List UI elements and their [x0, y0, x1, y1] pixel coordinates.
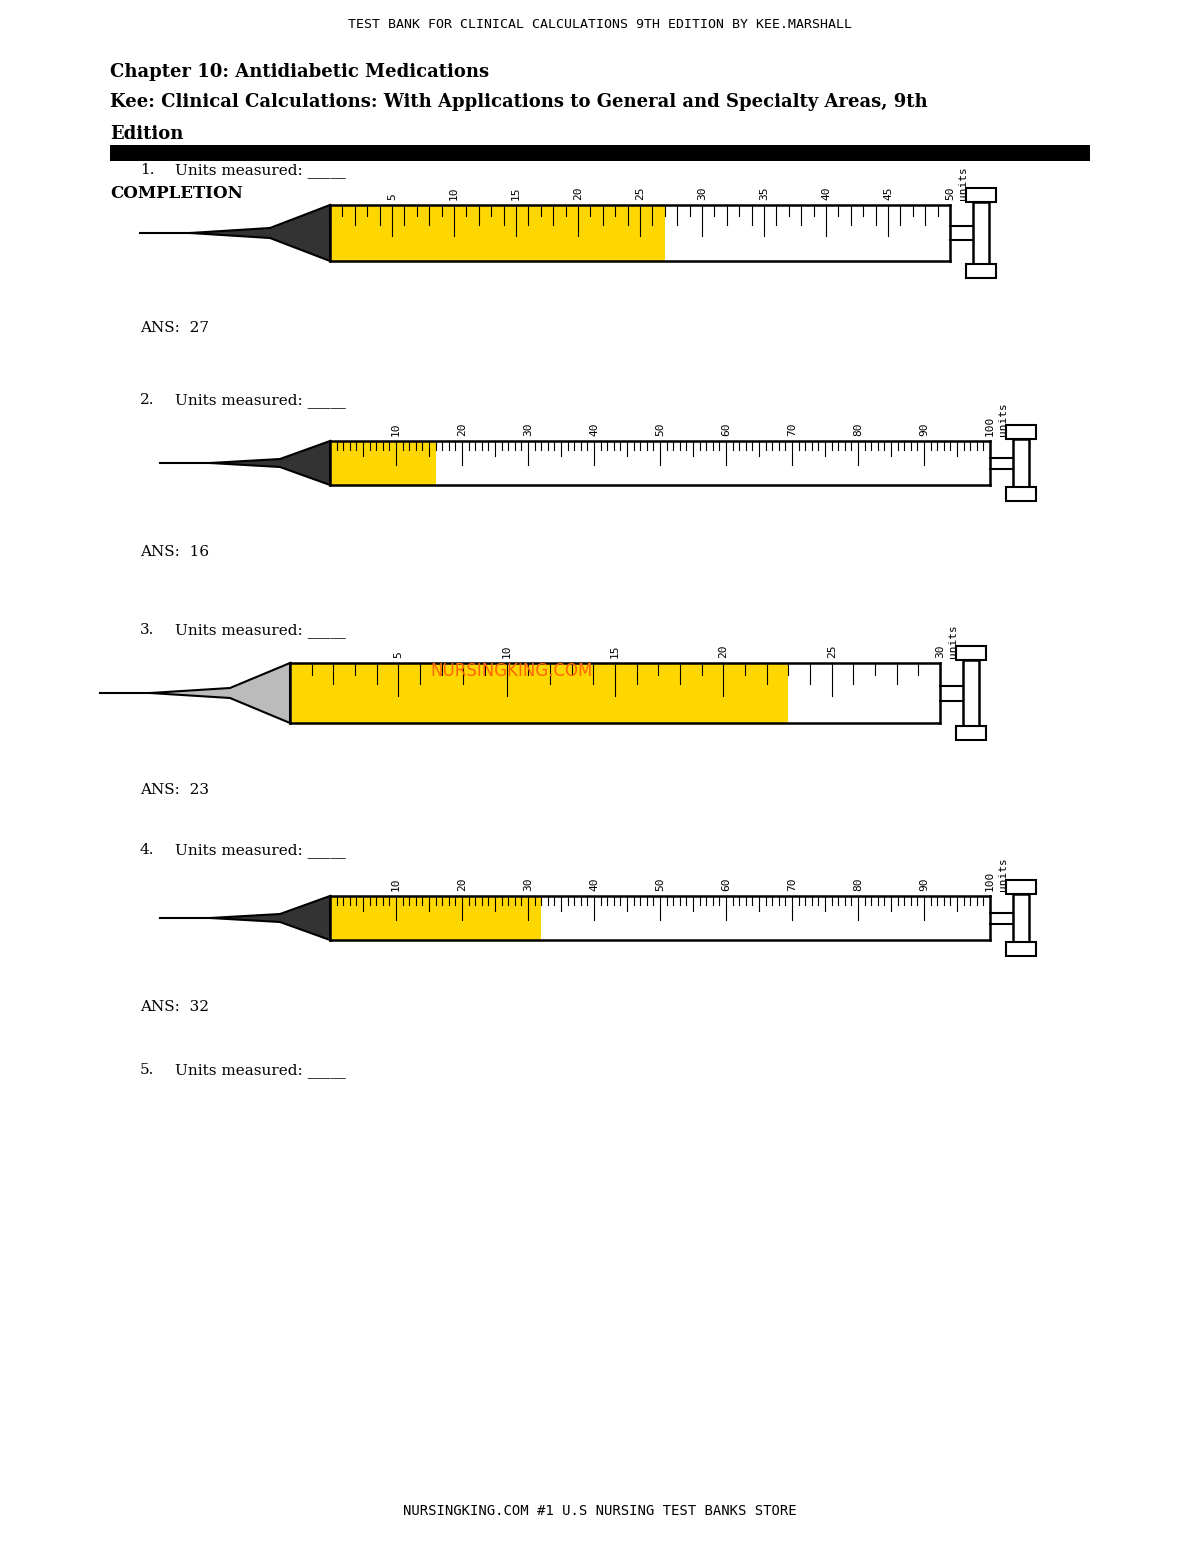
Text: 10: 10	[449, 186, 458, 200]
Text: 30: 30	[523, 422, 533, 436]
Text: 15: 15	[511, 186, 521, 200]
Text: 20: 20	[574, 186, 583, 200]
Text: units: units	[998, 402, 1008, 436]
Text: Units measured: _____: Units measured: _____	[175, 163, 346, 179]
Text: 70: 70	[787, 877, 797, 891]
Text: NURSINGKING.COM #1 U.S NURSING TEST BANKS STORE: NURSINGKING.COM #1 U.S NURSING TEST BANK…	[403, 1503, 797, 1517]
Text: 10: 10	[502, 644, 511, 658]
Text: units: units	[998, 857, 1008, 891]
Text: 25: 25	[827, 644, 836, 658]
Bar	[956, 646, 986, 660]
Text: 20: 20	[457, 877, 467, 891]
Text: 90: 90	[919, 422, 929, 436]
Text: 90: 90	[919, 877, 929, 891]
Text: Units measured: _____: Units measured: _____	[175, 843, 346, 857]
Text: 60: 60	[721, 877, 731, 891]
Polygon shape	[150, 663, 290, 724]
Text: TEST BANK FOR CLINICAL CALCULATIONS 9TH EDITION BY KEE.MARSHALL: TEST BANK FOR CLINICAL CALCULATIONS 9TH …	[348, 19, 852, 31]
Bar	[966, 188, 996, 202]
Text: 70: 70	[787, 422, 797, 436]
Bar	[110, 144, 1090, 162]
Bar	[330, 896, 541, 940]
Text: ANS:  32: ANS: 32	[140, 1000, 209, 1014]
Text: ANS:  23: ANS: 23	[140, 783, 209, 797]
Text: 1.: 1.	[140, 163, 155, 177]
Text: Chapter 10: Antidiabetic Medications: Chapter 10: Antidiabetic Medications	[110, 64, 490, 81]
Text: 4.: 4.	[140, 843, 155, 857]
Bar	[1013, 895, 1030, 943]
Text: 80: 80	[853, 422, 863, 436]
Text: 45: 45	[883, 186, 893, 200]
Bar	[1006, 881, 1036, 895]
Polygon shape	[210, 896, 330, 940]
Text: 30: 30	[697, 186, 707, 200]
Text: 80: 80	[853, 877, 863, 891]
Polygon shape	[210, 441, 330, 485]
Text: 60: 60	[721, 422, 731, 436]
Text: 5: 5	[394, 651, 403, 658]
Text: 10: 10	[391, 422, 401, 436]
Text: ANS:  27: ANS: 27	[140, 321, 209, 335]
Text: Kee: Clinical Calculations: With Applications to General and Specialty Areas, 9t: Kee: Clinical Calculations: With Applica…	[110, 93, 928, 110]
Text: Edition: Edition	[110, 124, 184, 143]
Text: 30: 30	[935, 644, 946, 658]
Bar	[330, 441, 436, 485]
Text: 100: 100	[985, 871, 995, 891]
Bar	[964, 660, 979, 725]
Text: 3.: 3.	[140, 623, 155, 637]
Text: ANS:  16: ANS: 16	[140, 545, 209, 559]
Bar	[1013, 439, 1030, 488]
Text: NURSINGKING.COM: NURSINGKING.COM	[430, 662, 593, 680]
Text: 15: 15	[610, 644, 620, 658]
Text: 100: 100	[985, 416, 995, 436]
Bar	[1006, 426, 1036, 439]
Text: 5.: 5.	[140, 1062, 155, 1076]
Bar	[1006, 943, 1036, 957]
Text: 10: 10	[391, 877, 401, 891]
Text: 5: 5	[386, 193, 397, 200]
Bar	[1006, 488, 1036, 502]
Text: units: units	[958, 166, 968, 200]
Bar	[973, 202, 989, 264]
Bar	[956, 725, 986, 739]
Text: 20: 20	[457, 422, 467, 436]
Bar	[330, 205, 665, 261]
Text: units: units	[948, 624, 958, 658]
Text: 30: 30	[523, 877, 533, 891]
Text: Units measured: _____: Units measured: _____	[175, 393, 346, 408]
Bar	[290, 663, 788, 724]
Text: 40: 40	[589, 877, 599, 891]
Text: 20: 20	[719, 644, 728, 658]
Text: Units measured: _____: Units measured: _____	[175, 623, 346, 638]
Text: 40: 40	[821, 186, 830, 200]
Text: 50: 50	[655, 877, 665, 891]
Text: COMPLETION: COMPLETION	[110, 185, 242, 202]
Text: 40: 40	[589, 422, 599, 436]
Text: 50: 50	[655, 422, 665, 436]
Polygon shape	[190, 205, 330, 261]
Text: 25: 25	[635, 186, 646, 200]
Text: 35: 35	[760, 186, 769, 200]
Text: 50: 50	[946, 186, 955, 200]
Text: 2.: 2.	[140, 393, 155, 407]
Bar	[966, 264, 996, 278]
Text: Units measured: _____: Units measured: _____	[175, 1062, 346, 1078]
